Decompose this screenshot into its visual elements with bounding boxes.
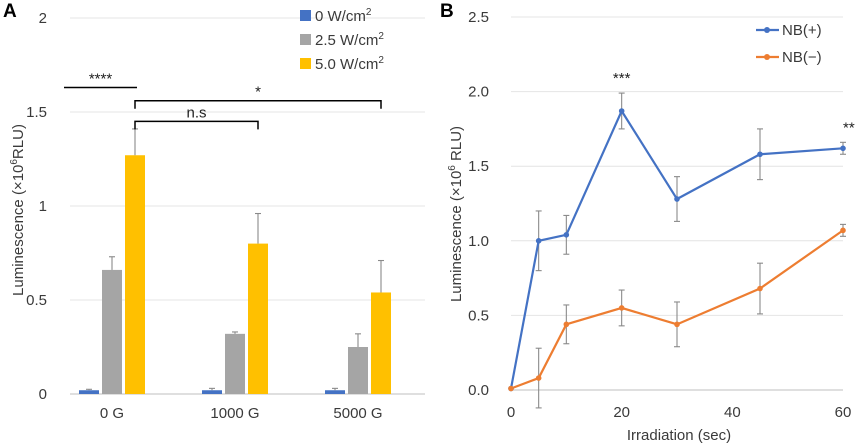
legend-label-nb: NB(+) — [782, 22, 822, 39]
panel-b-line-chart: B 0.0 0.5 1.0 1.5 2.0 2.5 0 20 40 60 Irradiation… — [440, 1, 855, 444]
y-tick-label: 2 — [39, 10, 47, 27]
significance-label: * — [255, 84, 261, 101]
y-tick-label: 2.5 — [468, 9, 489, 26]
x-tick-label: 60 — [835, 404, 852, 421]
data-point-nb — [563, 321, 570, 328]
y-tick-label: 1.5 — [468, 158, 489, 175]
bar-5000-g-5-0-w-cm2 — [371, 292, 391, 394]
panel-b-x-ticks: 0 20 40 60 — [507, 404, 852, 421]
panel-b-y-axis-label: Luminescence (×106 RLU) — [447, 126, 465, 302]
x-tick-label-1000-g: 1000 G — [210, 405, 259, 422]
legend-label-2-5-w-cm2: 2.5 W/cm2 — [315, 31, 384, 49]
data-point-nb — [757, 285, 763, 292]
data-point-nb — [535, 238, 542, 244]
y-tick-label: 1.0 — [468, 233, 489, 250]
panel-b-significance: ***** — [613, 70, 855, 136]
legend-label-nb: NB(−) — [782, 49, 822, 66]
y-tick-label: 1.5 — [26, 104, 47, 121]
panel-a-y-axis-label: Luminescence (×106RLU) — [9, 124, 27, 296]
y-tick-label: 1 — [39, 198, 47, 215]
panel-b-letter: B — [440, 1, 454, 22]
x-tick-label: 40 — [724, 404, 741, 421]
significance-label: n.s — [186, 104, 206, 121]
x-tick-label: 20 — [613, 404, 630, 421]
significance-label: *** — [613, 70, 631, 87]
x-tick-label-5000-g: 5000 G — [333, 405, 382, 422]
x-tick-label: 0 — [507, 404, 515, 421]
bar-5000-g-2-5-w-cm2 — [348, 347, 368, 394]
bar-0-g-0-w-cm2 — [79, 390, 99, 394]
panel-a-error-bars — [86, 128, 384, 391]
data-point-nb — [618, 108, 625, 114]
data-point-nb — [674, 321, 680, 328]
legend-swatch-0-w-cm2 — [300, 10, 311, 21]
data-point-nb — [508, 385, 514, 392]
data-point-nb — [563, 232, 570, 238]
panel-a-letter: A — [3, 1, 17, 22]
bar-0-g-2-5-w-cm2 — [102, 269, 122, 394]
panel-b-error-bars — [535, 92, 846, 409]
bar-1000-g-2-5-w-cm2 — [225, 333, 245, 394]
panel-b-points — [508, 108, 846, 392]
panel-a-y-ticks: 0 0.5 1 1.5 2 — [26, 10, 47, 403]
significance-bracket — [134, 120, 259, 130]
panel-a-significance: *****n.s — [64, 71, 382, 130]
panel-a-legend: 0 W/cm2 2.5 W/cm2 5.0 W/cm2 — [300, 7, 384, 73]
data-point-nb — [840, 145, 846, 152]
legend-label-0-w-cm2: 0 W/cm2 — [315, 7, 372, 25]
data-point-nb — [618, 305, 625, 311]
panel-a-bars — [79, 155, 391, 394]
bar-5000-g-0-w-cm2 — [325, 390, 345, 394]
data-point-nb — [535, 375, 542, 381]
y-tick-label: 0 — [39, 386, 47, 403]
legend-swatch-5-0-w-cm2 — [300, 58, 311, 69]
x-tick-label-0-g: 0 G — [100, 405, 124, 422]
legend-marker-nb — [764, 27, 770, 33]
y-tick-label: 0.5 — [468, 307, 489, 324]
y-tick-label: 2.0 — [468, 84, 489, 101]
data-point-nb — [674, 196, 680, 202]
panel-b-legend: NB(+) NB(−) — [756, 22, 822, 66]
significance-label: **** — [89, 71, 113, 88]
legend-marker-nb — [764, 54, 770, 60]
bar-1000-g-0-w-cm2 — [202, 390, 222, 394]
legend-swatch-2-5-w-cm2 — [300, 34, 311, 45]
data-point-nb — [757, 151, 763, 158]
y-tick-label: 0.0 — [468, 382, 489, 399]
significance-label: ** — [843, 119, 855, 136]
y-tick-label: 0.5 — [26, 292, 47, 309]
panel-b-y-ticks: 0.0 0.5 1.0 1.5 2.0 2.5 — [468, 9, 489, 399]
data-point-nb — [840, 227, 846, 234]
significance-bracket — [134, 99, 382, 109]
legend-label-5-0-w-cm2: 5.0 W/cm2 — [315, 55, 384, 73]
bar-1000-g-5-0-w-cm2 — [248, 243, 268, 394]
bar-0-g-5-0-w-cm2 — [125, 155, 145, 394]
panel-a-bar-chart: A 0 0.5 1 1.5 2 Luminescence (×106RLU) 0 G 10… — [3, 1, 425, 422]
panel-b-x-axis-label: Irradiation (sec) — [627, 427, 731, 444]
panel-a-x-ticks: 0 G 1000 G 5000 G — [100, 405, 383, 422]
